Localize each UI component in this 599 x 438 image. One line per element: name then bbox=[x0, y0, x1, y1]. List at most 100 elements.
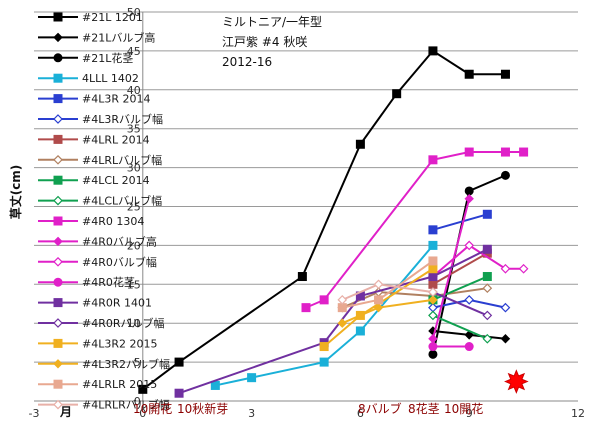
data-point bbox=[428, 310, 438, 321]
series-19 bbox=[337, 279, 438, 305]
data-point bbox=[482, 333, 493, 344]
data-point bbox=[482, 209, 492, 219]
legend-swatch-marker bbox=[53, 338, 63, 348]
series-13 bbox=[428, 342, 474, 352]
legend-entry: #4LRL 2014 bbox=[38, 133, 150, 146]
y-tick-label: 45 bbox=[127, 45, 141, 58]
y-tick-label: 25 bbox=[127, 201, 141, 214]
x-tick-label: 12 bbox=[571, 407, 585, 420]
month-note: 10秋新芽 bbox=[177, 401, 228, 416]
title-line-1: ミルトニア/一年型 bbox=[222, 15, 322, 29]
data-point bbox=[428, 295, 438, 305]
y-tick-label: 35 bbox=[127, 123, 141, 136]
legend-swatch-marker bbox=[53, 277, 63, 287]
series-line bbox=[432, 314, 488, 340]
data-point bbox=[500, 147, 510, 157]
series-line bbox=[432, 213, 488, 231]
chart-title: ミルトニア/一年型 江戸紫 #4 秋咲 2012-16 bbox=[222, 15, 322, 69]
series-6 bbox=[428, 248, 492, 289]
y-tick-label: 40 bbox=[127, 84, 141, 97]
legend-swatch-marker bbox=[53, 379, 63, 389]
series-line bbox=[431, 198, 471, 340]
y-tick-label: 20 bbox=[127, 239, 141, 252]
legend-swatch-marker bbox=[53, 216, 63, 226]
series-5 bbox=[428, 295, 511, 313]
series-17 bbox=[337, 295, 438, 328]
data-point bbox=[373, 279, 384, 290]
legend-swatch-marker bbox=[53, 114, 63, 124]
month-note: 10開花 bbox=[444, 401, 483, 416]
series-1 bbox=[428, 326, 511, 344]
legend-entry: #4R0バルブ高 bbox=[38, 234, 157, 248]
data-point bbox=[464, 69, 474, 79]
series-line bbox=[432, 252, 488, 286]
y-tick-label: 10 bbox=[127, 317, 141, 330]
data-point bbox=[428, 287, 438, 297]
legend-label: #4R0バルブ幅 bbox=[82, 255, 157, 269]
title-line-2: 江戸紫 #4 秋咲 bbox=[222, 34, 307, 49]
gridlines bbox=[34, 11, 578, 402]
data-point bbox=[210, 380, 220, 390]
title-line-3: 2012-16 bbox=[222, 55, 272, 69]
data-point bbox=[428, 256, 438, 266]
data-point bbox=[355, 139, 365, 149]
legend-label: 4LLL 1402 bbox=[82, 72, 139, 85]
legend-label: #4R0 1304 bbox=[82, 215, 144, 228]
x-tick-label: 9 bbox=[466, 407, 473, 420]
data-point bbox=[301, 303, 311, 313]
legend-swatch-marker bbox=[53, 256, 63, 267]
data-point bbox=[337, 318, 347, 328]
data-point bbox=[464, 342, 474, 352]
data-point bbox=[428, 240, 438, 250]
star-icon bbox=[504, 369, 529, 394]
y-axis-label: 草丈(cm) bbox=[8, 165, 23, 220]
series-line bbox=[432, 291, 488, 317]
data-point bbox=[482, 283, 493, 294]
month-note: 8花茎 bbox=[408, 401, 440, 416]
series-0 bbox=[138, 46, 510, 394]
legend-entry: #4R0バルブ幅 bbox=[38, 255, 157, 269]
data-point bbox=[500, 170, 510, 180]
legend-entry: #4R0 1304 bbox=[38, 215, 144, 228]
month-note: 10開花 bbox=[133, 401, 172, 416]
legend-entry: #4L3R2 2015 bbox=[38, 337, 157, 350]
legend-swatch-marker bbox=[53, 94, 63, 104]
legend-swatch-marker bbox=[53, 318, 63, 328]
axis-labels: 草丈(cm) 月 bbox=[8, 165, 72, 419]
data-point bbox=[519, 147, 529, 157]
data-point bbox=[373, 302, 384, 313]
legend-label: #21Lバルブ高 bbox=[82, 30, 155, 44]
data-point bbox=[500, 69, 510, 79]
legend-label: #21L 1201 bbox=[82, 11, 143, 24]
legend-entry: #21L花茎 bbox=[38, 52, 133, 65]
legend-entry: #4LCLバルブ幅 bbox=[38, 194, 162, 208]
y-tick-label: 30 bbox=[127, 162, 141, 175]
legend-entry: #4L3R2バルブ幅 bbox=[38, 357, 170, 371]
data-point bbox=[482, 310, 493, 321]
data-point bbox=[138, 384, 148, 394]
x-tick-label: 6 bbox=[357, 407, 364, 420]
data-point bbox=[319, 357, 329, 367]
data-point bbox=[174, 388, 184, 398]
data-point bbox=[428, 279, 438, 289]
legend-entry: #4L3R 2014 bbox=[38, 93, 150, 106]
data-point bbox=[428, 46, 438, 56]
data-point bbox=[374, 295, 384, 305]
series-9 bbox=[428, 310, 493, 344]
data-series bbox=[138, 46, 529, 398]
data-point bbox=[500, 263, 511, 274]
data-point bbox=[500, 334, 511, 344]
series-line bbox=[432, 244, 524, 278]
legend-swatch-marker bbox=[53, 399, 63, 410]
legend-label: #4R0R 1401 bbox=[82, 297, 152, 310]
legend-label: #4L3R2バルブ幅 bbox=[82, 357, 170, 371]
legend-label: #21L花茎 bbox=[82, 52, 133, 65]
data-point bbox=[428, 349, 438, 359]
data-point bbox=[428, 225, 438, 235]
legend-label: #4R0Rバルブ幅 bbox=[82, 316, 165, 330]
data-point bbox=[464, 240, 475, 251]
legend-entry: #4R0R 1401 bbox=[38, 297, 152, 310]
data-point bbox=[319, 342, 329, 352]
legend: #21L 1201 #21Lバルブ高 #21L花茎 4LLL 1402 #4L3R 20… bbox=[38, 11, 170, 412]
legend-swatch-marker bbox=[53, 195, 63, 206]
